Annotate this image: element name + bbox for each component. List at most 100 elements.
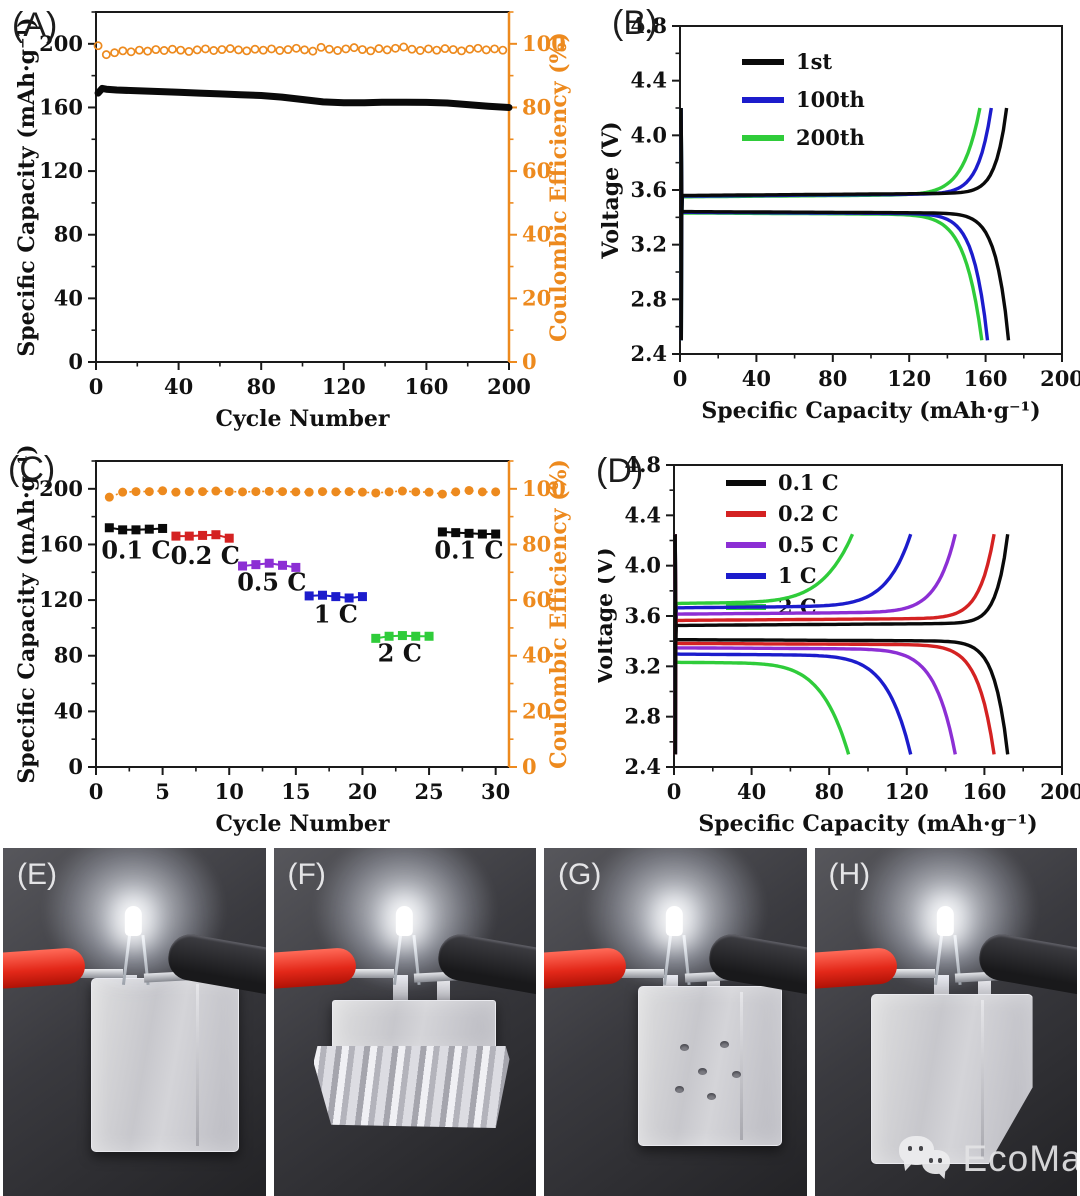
led-bulb xyxy=(395,906,413,936)
x-tick-label: 20 xyxy=(348,779,377,804)
y-tick-label: 3.6 xyxy=(630,177,667,202)
x-tick-label: 200 xyxy=(1040,779,1080,804)
x-axis-title: Specific Capacity (mAh·g⁻¹) xyxy=(701,398,1040,424)
puncture-hole xyxy=(698,1068,707,1075)
y-tick-label: 80 xyxy=(54,222,83,247)
x-tick-label: 0 xyxy=(667,779,682,804)
legend-label: 0.5 C xyxy=(778,532,839,557)
y-tick-label: 2.4 xyxy=(624,754,661,779)
x-axis-title: Cycle Number xyxy=(215,811,389,837)
pouch-cell xyxy=(638,986,782,1146)
y-tick-label: 120 xyxy=(39,587,83,612)
x-tick-label: 120 xyxy=(322,374,366,399)
y2-tick-label: 20 xyxy=(522,285,551,310)
y-axis-title: Voltage (V) xyxy=(598,121,624,259)
clip-jaw xyxy=(608,969,664,978)
legend-label: 200th xyxy=(796,125,865,150)
x-tick-label: 200 xyxy=(1040,366,1080,391)
puncture-hole xyxy=(720,1041,729,1048)
legend-label: 1 C xyxy=(778,563,817,588)
photo-pristine-cell: (E) xyxy=(3,848,266,1196)
y-tick-label: 40 xyxy=(54,285,83,310)
y-tick-label: 0 xyxy=(68,349,83,374)
y-tick-label: 3.2 xyxy=(624,653,661,678)
y2-axis-title: Coulombic Efficiency (%) xyxy=(546,459,572,769)
y-tick-label: 200 xyxy=(39,31,83,56)
y-tick-label: 2.4 xyxy=(630,341,667,366)
y-axis-title: Voltage (V) xyxy=(598,547,618,685)
puncture-hole xyxy=(680,1044,689,1051)
y-tick-label: 4.4 xyxy=(630,68,667,93)
puncture-hole xyxy=(732,1071,741,1078)
y-tick-label: 4.0 xyxy=(630,122,667,147)
red-clip xyxy=(814,946,898,990)
y2-tick-label: 80 xyxy=(522,531,551,556)
y-tick-label: 4.8 xyxy=(630,13,667,38)
clip-jaw xyxy=(878,969,935,978)
photo-f-label: (F) xyxy=(287,858,326,891)
y2-tick-label: 0 xyxy=(522,349,537,374)
pouch-tab xyxy=(436,979,450,1003)
photo-cut-cell: (H) EcoMat xyxy=(814,848,1078,1196)
x-tick-label: 160 xyxy=(964,366,1008,391)
y-axis-title: Specific Capacity (mAh·g⁻¹) xyxy=(14,444,40,783)
x-tick-label: 120 xyxy=(885,779,929,804)
plot-frame xyxy=(95,11,510,363)
y-tick-label: 120 xyxy=(39,158,83,183)
plot-frame xyxy=(95,460,510,768)
y2-axis-title: Coulombic Efficiency (%) xyxy=(546,32,572,342)
series-coulombic-efficiency xyxy=(104,485,501,502)
y2-tick-label: 100 xyxy=(522,476,566,501)
x-tick-label: 10 xyxy=(215,779,244,804)
y-tick-label: 3.2 xyxy=(630,232,667,257)
series-rate-0.1C-return xyxy=(437,527,501,539)
y-tick-label: 40 xyxy=(54,698,83,723)
clip-jaw xyxy=(67,969,123,978)
x-tick-label: 40 xyxy=(742,366,771,391)
rate-annotation: 1 C xyxy=(314,599,358,628)
series-rate-0.5C xyxy=(673,533,957,755)
y-tick-label: 3.6 xyxy=(624,603,661,628)
series-rate-0.1C xyxy=(673,533,1010,755)
rate-capability-chart: 0 5 10 15 20 25 30 0 40 80 120 160 200 0 20 40 60 80 100 Cy… xyxy=(14,444,572,837)
x-tick-label: 80 xyxy=(815,779,844,804)
black-clip xyxy=(975,930,1077,996)
clip-jaw xyxy=(337,969,394,978)
x-tick-label: 15 xyxy=(281,779,310,804)
rate-annotation: 0.1 C xyxy=(101,535,170,564)
wechat-icon xyxy=(898,1136,953,1182)
y2-tick-label: 20 xyxy=(522,698,551,723)
led-bulb xyxy=(125,906,143,936)
legend-label: 0.2 C xyxy=(778,501,839,526)
y-tick-label: 80 xyxy=(54,643,83,668)
series-coulombic-efficiency xyxy=(93,41,508,60)
red-clip xyxy=(273,946,357,990)
photo-g-label: (G) xyxy=(558,858,602,891)
x-tick-label: 160 xyxy=(962,779,1006,804)
x-tick-label: 30 xyxy=(481,779,510,804)
photo-e-label: (E) xyxy=(17,858,57,891)
photo-punctured-cell: (G) xyxy=(544,848,807,1196)
panel-d-letter: (D) xyxy=(596,452,644,490)
panel-c-letter: (C) xyxy=(8,450,56,488)
series-rate-0.2C xyxy=(673,533,996,755)
rate-annotation: 0.1 C xyxy=(434,535,503,564)
y2-tick-label: 40 xyxy=(522,643,551,668)
x-axis-title: Specific Capacity (mAh·g⁻¹) xyxy=(698,811,1037,837)
y-tick-label: 2.8 xyxy=(630,286,667,311)
x-tick-label: 5 xyxy=(155,779,170,804)
voltage-profile-cycles-chart: 0 40 80 120 160 200 2.4 2.8 3.2 3.6 4.0 4.4 4.8 Speci… xyxy=(598,13,1080,424)
black-clip xyxy=(434,930,536,996)
series-rate-0.2C xyxy=(171,530,234,543)
y-tick-label: 200 xyxy=(39,476,83,501)
x-tick-label: 80 xyxy=(247,374,276,399)
x-axis-title: Cycle Number xyxy=(215,406,389,432)
y2-tick-label: 60 xyxy=(522,587,551,612)
rate-annotation: 2 C xyxy=(378,638,422,667)
y-tick-label: 2.8 xyxy=(624,704,661,729)
y2-tick-label: 80 xyxy=(522,94,551,119)
panel-b-letter: (B) xyxy=(612,4,658,42)
legend-label: 100th xyxy=(796,87,865,112)
led-bulb xyxy=(936,906,954,936)
watermark-text: EcoMat xyxy=(962,1138,1078,1179)
